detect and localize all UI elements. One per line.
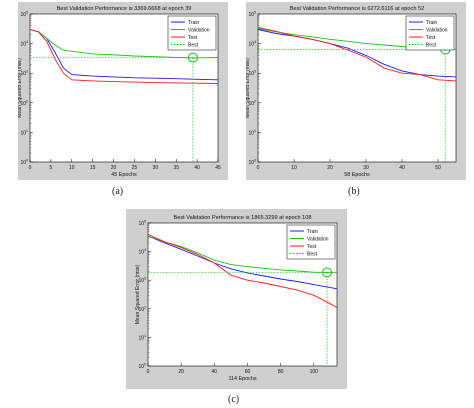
- x-tick-label: 40: [212, 369, 218, 375]
- y-tick-label: 105: [248, 11, 256, 19]
- x-tick-label: 50: [435, 165, 441, 171]
- series-line-test: [147, 233, 338, 308]
- y-tick-label: 101: [248, 129, 256, 137]
- x-tick-label: 30: [153, 165, 159, 171]
- y-tick-label: 104: [248, 40, 256, 48]
- chart-panel-c: Best Validation Performance is 1865.3299…: [126, 209, 347, 389]
- legend-label-test: Test: [188, 35, 198, 41]
- x-tick-label: 80: [278, 369, 284, 375]
- y-tick-label: 101: [20, 129, 28, 137]
- legend-label-train: Train: [188, 20, 199, 26]
- x-tick-label: 0: [147, 369, 150, 375]
- y-tick-label: 102: [248, 99, 256, 107]
- series-line-test: [257, 27, 457, 82]
- y-tick-label: 103: [138, 277, 146, 285]
- y-tick-label: 103: [20, 70, 28, 78]
- x-tick-label: 40: [399, 165, 405, 171]
- legend-label-validation: Validation: [426, 27, 448, 33]
- y-tick-label: 104: [138, 248, 146, 256]
- y-tick-label: 104: [20, 40, 28, 48]
- y-tick-label: 100: [20, 159, 28, 167]
- y-axis-label: Mean Squared Error (mse): [18, 58, 23, 118]
- x-tick-label: 10: [69, 165, 75, 171]
- x-tick-label: 100: [310, 369, 319, 375]
- x-tick-label: 20: [327, 165, 333, 171]
- x-tick-label: 30: [363, 165, 369, 171]
- series-line-train: [147, 235, 338, 290]
- caption-b: (b): [348, 186, 360, 197]
- chart-b: Best Validation Performance is 6272.6116…: [246, 6, 457, 178]
- chart-title: Best Validation Performance is 3369.6668…: [57, 6, 192, 12]
- x-axis-label: 58 Epochs: [344, 172, 370, 178]
- chart-c: Best Validation Performance is 1865.3299…: [135, 215, 338, 382]
- caption-c: (c): [228, 394, 240, 405]
- x-tick-label: 0: [29, 165, 32, 171]
- y-tick-label: 102: [138, 305, 146, 313]
- best-marker: [187, 52, 198, 63]
- chart-title: Best Validation Performance is 1865.3299…: [174, 215, 312, 221]
- legend-label-test: Test: [307, 244, 317, 250]
- chart-panel-a: Best Validation Performance is 3369.6668…: [18, 2, 228, 180]
- caption-a: (a): [112, 186, 124, 197]
- y-tick-label: 102: [20, 99, 28, 107]
- chart-a: Best Validation Performance is 3369.6668…: [18, 6, 221, 178]
- legend-label-test: Test: [426, 35, 436, 41]
- legend-label-best: Best: [426, 42, 437, 48]
- x-tick-label: 15: [90, 165, 96, 171]
- legend-label-best: Best: [188, 42, 199, 48]
- x-axis-label: 45 Epochs: [111, 172, 137, 178]
- x-tick-label: 60: [245, 369, 251, 375]
- chart-title: Best Validation Performance is 6272.6116…: [290, 6, 424, 12]
- y-tick-label: 105: [20, 11, 28, 19]
- y-tick-label: 101: [138, 334, 146, 342]
- legend-label-train: Train: [426, 20, 437, 26]
- x-tick-label: 0: [257, 165, 260, 171]
- best-marker: [322, 267, 333, 278]
- y-axis-label: Mean Squared Error (mse): [246, 58, 251, 118]
- series-line-validation: [29, 29, 219, 59]
- y-tick-label: 103: [248, 70, 256, 78]
- legend-label-best: Best: [307, 251, 318, 257]
- legend-label-train: Train: [307, 229, 318, 235]
- x-tick-label: 10: [291, 165, 297, 171]
- legend-label-validation: Validation: [307, 236, 329, 242]
- x-tick-label: 25: [132, 165, 138, 171]
- x-tick-label: 20: [178, 369, 184, 375]
- x-tick-label: 20: [111, 165, 117, 171]
- series-line-test: [29, 29, 219, 84]
- y-tick-label: 100: [138, 363, 146, 371]
- chart-panel-b: Best Validation Performance is 6272.6116…: [246, 2, 466, 180]
- x-tick-label: 45: [215, 165, 221, 171]
- y-tick-label: 105: [138, 220, 146, 228]
- x-tick-label: 40: [194, 165, 200, 171]
- legend-label-validation: Validation: [188, 27, 210, 33]
- x-tick-label: 5: [49, 165, 52, 171]
- y-tick-label: 100: [248, 159, 256, 167]
- x-axis-label: 114 Epochs: [228, 376, 256, 382]
- y-axis-label: Mean Squared Error (mse): [135, 264, 141, 324]
- x-tick-label: 35: [173, 165, 179, 171]
